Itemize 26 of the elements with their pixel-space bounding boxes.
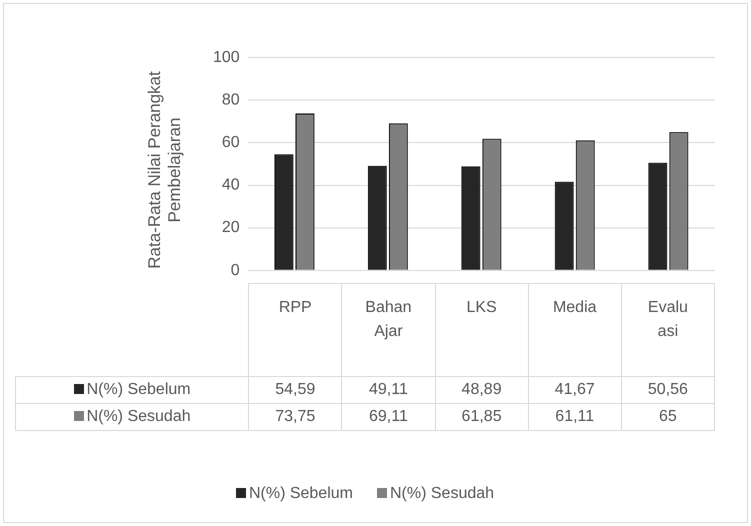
data-label: 61,85: [435, 404, 528, 430]
y-tick-label: 40: [222, 176, 240, 194]
data-label: 48,89: [435, 376, 528, 404]
text: N(%) Sebelum: [248, 485, 353, 502]
y-axis-title: Rata-Rata Nilai Perangkat Pembelajaran: [145, 70, 185, 271]
x-tick-label: Evaluasi: [621, 284, 714, 376]
data-label: 54,59: [248, 376, 342, 404]
x-tick-label: RPP: [248, 284, 342, 376]
y-tick-label: 60: [222, 134, 240, 152]
y-tick-label: 0: [230, 262, 240, 279]
x-tick-label: LKS: [435, 284, 528, 376]
x-tick-label: Media: [528, 284, 622, 376]
legend-label: N(%) Sebelum: [16, 376, 249, 404]
data-label: 41,67: [528, 376, 622, 404]
data-label: 50,56: [621, 376, 714, 404]
data-label: 61,11: [528, 404, 622, 430]
data-label: 65: [621, 404, 714, 430]
x-tick-label: Bahan Ajar: [342, 284, 435, 376]
y-tick-label: 20: [222, 219, 240, 236]
data-label: 73,75: [248, 404, 342, 430]
text: N(%) Sesudah: [390, 485, 494, 502]
data-label: 49,11: [342, 376, 435, 404]
data-label: 69,11: [342, 404, 435, 430]
legend-label: N(%) Sesudah: [16, 404, 249, 430]
y-tick-label: 100: [212, 49, 240, 66]
y-tick-label: 80: [222, 92, 240, 109]
